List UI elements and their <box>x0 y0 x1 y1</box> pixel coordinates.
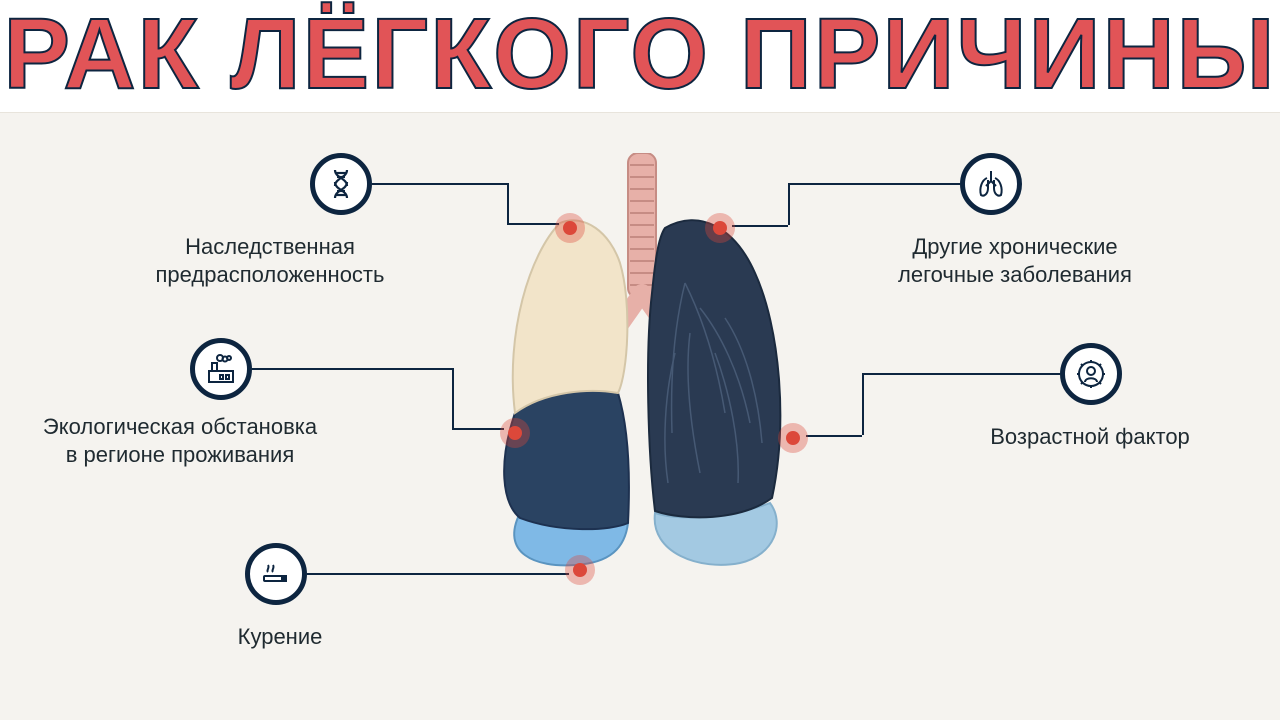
ecology-label: Экологическая обстановкав регионе прожив… <box>20 413 340 468</box>
chronic-label: Другие хроническиелегочные заболевания <box>870 233 1160 288</box>
target-marker <box>555 213 585 243</box>
target-marker <box>565 555 595 585</box>
leader-line <box>452 368 454 428</box>
leader-line <box>788 183 960 185</box>
leader-line <box>452 428 504 430</box>
factory-icon <box>190 338 252 400</box>
leader-line <box>252 368 452 370</box>
age-icon <box>1060 343 1122 405</box>
leader-line <box>732 225 788 227</box>
leader-line <box>507 223 559 225</box>
right-lung <box>648 220 780 565</box>
dna-icon <box>310 153 372 215</box>
leader-line <box>806 435 862 437</box>
left-lung <box>504 220 629 565</box>
cigarette-icon <box>245 543 307 605</box>
leader-line <box>372 183 507 185</box>
page-title: РАК ЛЁГКОГО ПРИЧИНЫ <box>0 4 1280 104</box>
target-marker <box>500 418 530 448</box>
heredity-label: Наследственнаяпредрасположенность <box>130 233 410 288</box>
smoking-label: Курение <box>200 623 360 651</box>
leader-line <box>507 183 509 223</box>
leader-line <box>862 373 1060 375</box>
lungs-illustration <box>490 153 790 573</box>
target-marker <box>705 213 735 243</box>
leader-line <box>307 573 569 575</box>
target-marker <box>778 423 808 453</box>
leader-line <box>862 373 864 435</box>
diagram-stage: Наследственнаяпредрасположенность Эколог… <box>0 113 1280 703</box>
title-bar: РАК ЛЁГКОГО ПРИЧИНЫ <box>0 0 1280 113</box>
lungs-icon <box>960 153 1022 215</box>
leader-line <box>788 183 790 225</box>
age-label: Возрастной фактор <box>960 423 1220 451</box>
